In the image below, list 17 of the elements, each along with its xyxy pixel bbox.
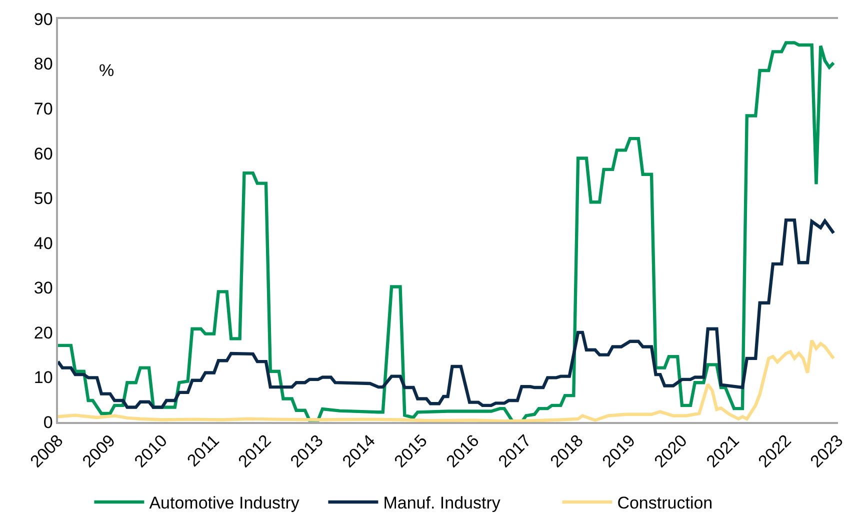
y-tick-label: 80 [34,54,53,74]
legend-label: Manuf. Industry [383,494,501,513]
line-series [58,338,836,422]
y-tick-label: 60 [34,144,53,164]
line-series [58,218,836,409]
legend-label: Construction [617,494,713,513]
legend-label: Automotive Industry [149,494,300,513]
y-tick-label: 30 [34,278,53,298]
y-tick-label: 70 [34,100,53,119]
y-tick-label: 0 [43,412,53,432]
y-tick-label: 10 [34,368,53,388]
annotation: % [99,61,114,80]
y-tick-label: 40 [34,234,53,253]
y-tick-label: 20 [34,323,53,342]
y-tick-label: 90 [34,10,53,29]
line-series [58,41,836,422]
y-tick-label: 50 [34,189,53,208]
